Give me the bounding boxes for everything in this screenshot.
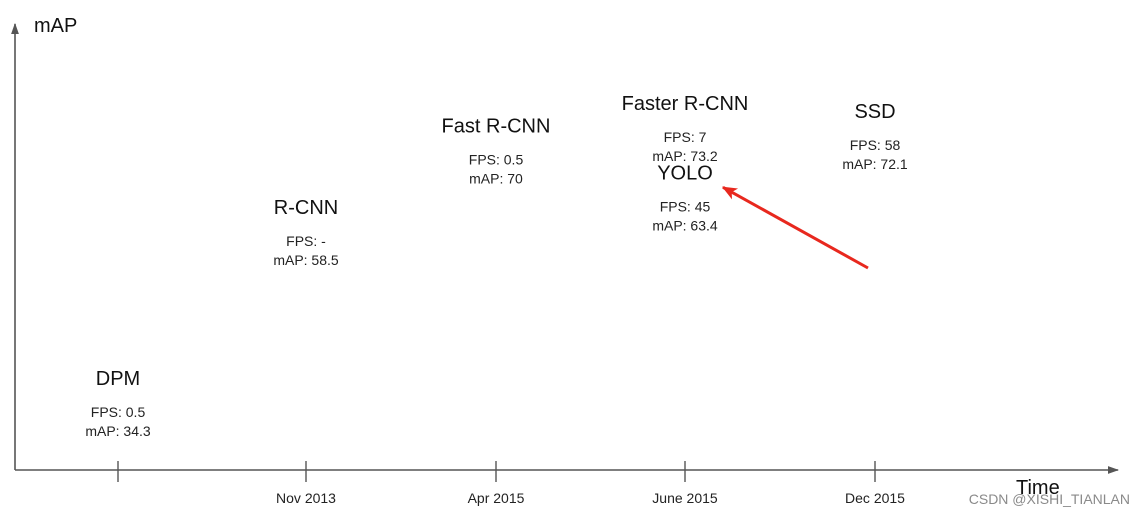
model-name: R-CNN [274,197,338,219]
x-axis-label: Time [1016,477,1060,499]
highlight-arrow [721,185,869,270]
fps-value: FPS: 0.5 [469,152,524,168]
model-point-ssd: SSD FPS: 58 mAP: 72.1 [842,101,908,172]
map-value: mAP: 34.3 [85,423,151,439]
fps-value: FPS: - [286,233,326,249]
fps-value: FPS: 45 [660,198,711,214]
model-point-yolo: YOLO FPS: 45 mAP: 63.4 [652,162,718,233]
x-tick-label: Apr 2015 [468,490,525,506]
model-name: SSD [854,101,895,123]
model-point-dpm: DPM FPS: 0.5 mAP: 34.3 [85,368,151,439]
x-tick-label: Nov 2013 [276,490,336,506]
model-name: Faster R-CNN [622,93,749,115]
annotations [721,185,869,270]
model-point-fast-r-cnn: Fast R-CNN FPS: 0.5 mAP: 70 [442,116,551,187]
x-tick-label: Dec 2015 [845,490,905,506]
map-value: mAP: 72.1 [842,156,908,172]
fps-value: FPS: 7 [664,129,707,145]
x-axis-ticks: Nov 2013 Apr 2015 June 2015 Dec 2015 [117,461,905,506]
fps-value: FPS: 58 [850,137,901,153]
model-name: DPM [96,368,140,390]
x-tick-label: June 2015 [652,490,718,506]
map-value: mAP: 73.2 [652,148,718,164]
watermark: CSDN @XISHI_TIANLAN [968,491,1130,507]
y-axis-label: mAP [34,15,77,37]
map-value: mAP: 58.5 [273,252,339,268]
model-point-faster-r-cnn: Faster R-CNN FPS: 7 mAP: 73.2 [622,93,749,164]
map-value: mAP: 63.4 [652,217,718,233]
model-name: Fast R-CNN [442,116,551,138]
model-labels: DPM FPS: 0.5 mAP: 34.3 R-CNN FPS: - mAP: 58.5… [85,93,908,439]
fps-value: FPS: 0.5 [91,404,146,420]
model-name: YOLO [657,162,713,184]
model-point-r-cnn: R-CNN FPS: - mAP: 58.5 [273,197,339,268]
map-value: mAP: 70 [469,171,523,187]
